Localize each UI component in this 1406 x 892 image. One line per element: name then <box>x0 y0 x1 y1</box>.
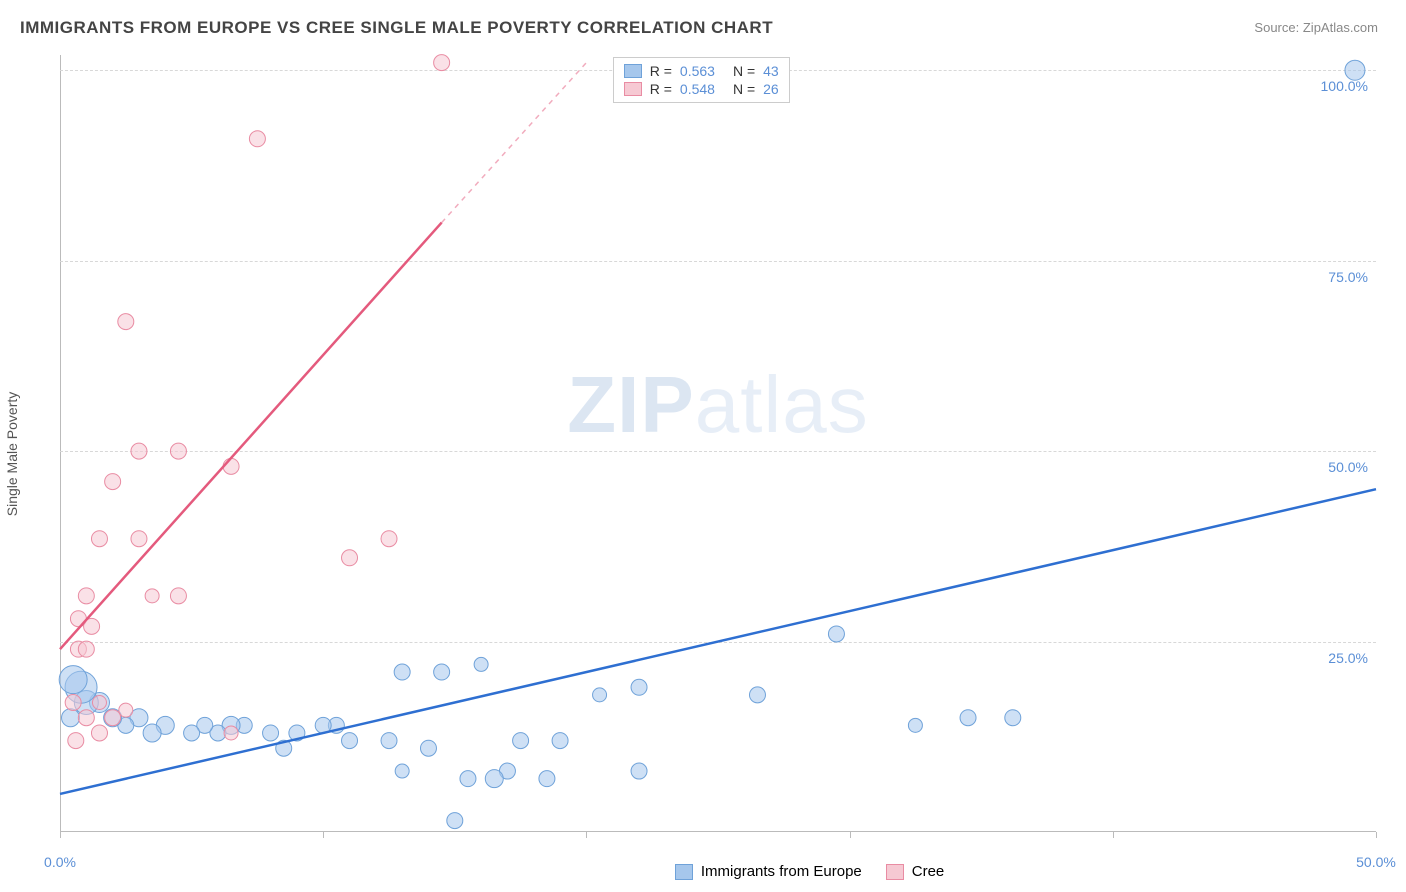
data-point-europe[interactable] <box>263 725 279 741</box>
data-point-europe[interactable] <box>460 771 476 787</box>
data-point-cree[interactable] <box>119 703 133 717</box>
data-point-cree[interactable] <box>91 531 107 547</box>
data-point-europe[interactable] <box>485 770 503 788</box>
swatch-europe-icon <box>675 864 693 880</box>
data-point-europe[interactable] <box>593 688 607 702</box>
data-point-europe[interactable] <box>1345 60 1365 80</box>
data-point-cree[interactable] <box>249 131 265 147</box>
data-point-europe[interactable] <box>184 725 200 741</box>
swatch-europe <box>624 64 642 78</box>
data-point-cree[interactable] <box>224 726 238 740</box>
scatter-svg <box>60 55 1376 832</box>
data-point-cree[interactable] <box>131 531 147 547</box>
x-tick-label: 50.0% <box>1356 854 1396 870</box>
data-point-europe[interactable] <box>828 626 844 642</box>
r-label: R = <box>650 81 672 97</box>
trend-line-dashed-cree <box>442 63 587 223</box>
source-label: Source: <box>1254 20 1299 35</box>
data-point-cree[interactable] <box>223 458 239 474</box>
data-point-cree[interactable] <box>145 589 159 603</box>
data-point-europe[interactable] <box>539 771 555 787</box>
legend-item-europe: Immigrants from Europe <box>675 863 862 880</box>
series-legend: Immigrants from Europe Cree <box>675 863 944 880</box>
r-value-europe: 0.563 <box>680 63 715 79</box>
legend-row-cree: R = 0.548 N = 26 <box>624 80 779 98</box>
x-tick <box>60 832 61 838</box>
data-point-europe[interactable] <box>62 709 80 727</box>
data-point-cree[interactable] <box>434 55 450 71</box>
data-point-europe[interactable] <box>1005 710 1021 726</box>
data-point-europe[interactable] <box>381 733 397 749</box>
x-tick-label: 0.0% <box>44 854 76 870</box>
data-point-europe[interactable] <box>143 724 161 742</box>
trend-line-cree <box>60 223 442 650</box>
x-tick <box>323 832 324 838</box>
data-point-cree[interactable] <box>105 474 121 490</box>
swatch-cree-icon <box>886 864 904 880</box>
data-point-cree[interactable] <box>78 588 94 604</box>
n-label: N = <box>733 81 755 97</box>
data-point-cree[interactable] <box>78 641 94 657</box>
legend-row-europe: R = 0.563 N = 43 <box>624 62 779 80</box>
data-point-cree[interactable] <box>68 733 84 749</box>
data-point-cree[interactable] <box>170 443 186 459</box>
data-point-europe[interactable] <box>513 733 529 749</box>
data-point-cree[interactable] <box>118 314 134 330</box>
data-point-cree[interactable] <box>91 725 107 741</box>
trend-line-europe <box>60 489 1376 794</box>
n-label: N = <box>733 63 755 79</box>
data-point-cree[interactable] <box>381 531 397 547</box>
n-value-europe: 43 <box>763 63 779 79</box>
source-link[interactable]: ZipAtlas.com <box>1303 20 1378 35</box>
data-point-cree[interactable] <box>105 710 121 726</box>
r-value-cree: 0.548 <box>680 81 715 97</box>
legend-label-europe: Immigrants from Europe <box>701 863 862 880</box>
x-tick <box>1376 832 1377 838</box>
legend-label-cree: Cree <box>912 863 945 880</box>
correlation-legend: R = 0.563 N = 43 R = 0.548 N = 26 <box>613 57 790 103</box>
data-point-europe[interactable] <box>420 740 436 756</box>
data-point-cree[interactable] <box>170 588 186 604</box>
x-tick <box>586 832 587 838</box>
data-point-cree[interactable] <box>342 550 358 566</box>
source-attribution: Source: ZipAtlas.com <box>1254 20 1378 35</box>
data-point-europe[interactable] <box>342 733 358 749</box>
data-point-europe[interactable] <box>394 664 410 680</box>
data-point-cree[interactable] <box>78 710 94 726</box>
data-point-europe[interactable] <box>749 687 765 703</box>
data-point-cree[interactable] <box>65 695 81 711</box>
data-point-europe[interactable] <box>960 710 976 726</box>
data-point-cree[interactable] <box>131 443 147 459</box>
data-point-europe[interactable] <box>447 813 463 829</box>
data-point-europe[interactable] <box>908 718 922 732</box>
data-point-europe[interactable] <box>631 679 647 695</box>
n-value-cree: 26 <box>763 81 779 97</box>
x-tick <box>1113 832 1114 838</box>
data-point-europe[interactable] <box>59 666 87 694</box>
swatch-cree <box>624 82 642 96</box>
x-tick <box>850 832 851 838</box>
legend-item-cree: Cree <box>886 863 945 880</box>
chart-plot-area: ZIPatlas 25.0%50.0%75.0%100.0% 0.0%50.0%… <box>60 55 1376 832</box>
data-point-europe[interactable] <box>631 763 647 779</box>
data-point-europe[interactable] <box>434 664 450 680</box>
data-point-europe[interactable] <box>552 733 568 749</box>
data-point-europe[interactable] <box>395 764 409 778</box>
data-point-europe[interactable] <box>474 657 488 671</box>
y-axis-label: Single Male Poverty <box>4 392 20 517</box>
chart-title: IMMIGRANTS FROM EUROPE VS CREE SINGLE MA… <box>20 18 773 38</box>
data-point-cree[interactable] <box>92 696 106 710</box>
r-label: R = <box>650 63 672 79</box>
